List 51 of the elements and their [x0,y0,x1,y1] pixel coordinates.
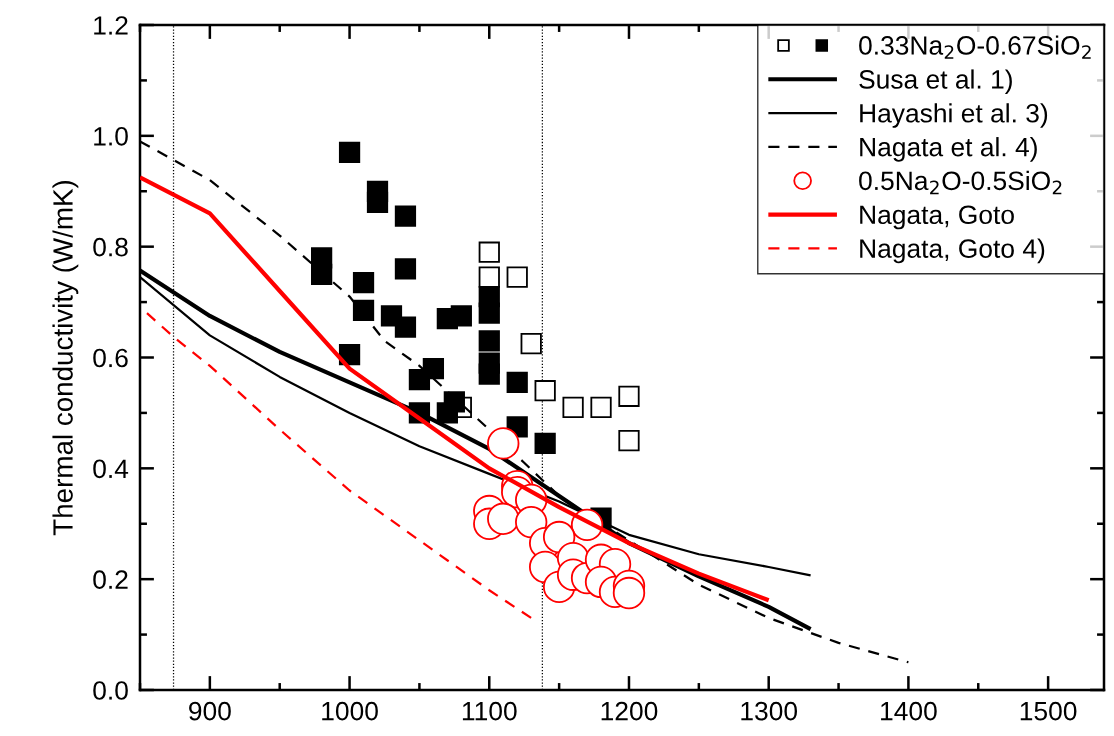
legend-label: Susa et al. 1) [859,69,1012,94]
legend-label: Nagata, Goto [860,205,1014,230]
x-tick-label: 1200 [601,701,658,721]
y-tick-label: 0.0 [93,681,128,700]
y-tick-label: 1.2 [94,16,128,35]
y-tick-label: 0.6 [93,348,128,368]
y-tick-label: 0.8 [93,237,128,257]
point [618,385,640,407]
point [394,258,417,280]
point [534,432,556,455]
x-tick-label: 900 [189,701,231,721]
point [520,333,542,355]
point [478,241,500,263]
line-series [145,312,533,620]
point [478,302,500,324]
point [310,263,333,286]
line-series [140,175,771,603]
point [618,429,640,452]
y-tick-label: 1.0 [94,126,128,146]
point [394,205,417,227]
x-tick-label: 1100 [462,701,517,721]
point [366,191,389,213]
point [408,369,431,391]
point [450,305,472,327]
x-tick-label: 1000 [322,701,378,721]
legend-label: Hayashi et al. 3) [860,103,1048,128]
y-axis-title: Thermal conductivity (W/mK) [52,180,79,536]
y-tick-label: 0.4 [93,459,129,479]
point [478,330,500,352]
point [534,380,556,402]
point [590,396,612,419]
point [338,141,361,164]
legend-label: 0.5Na$_{2}$O-0.5SiO$_{2}$ [859,170,1062,195]
point [562,396,584,419]
point [487,427,520,460]
x-tick-label: 1400 [881,701,937,721]
point [436,402,458,424]
y-tick-label: 0.2 [93,570,128,589]
point [506,371,528,394]
point [352,272,375,294]
legend-label: 0.33Na$_{2}$O-0.67SiO$_{2}$ [859,35,1091,59]
legend-label: Nagata et al. 4) [860,137,1037,162]
point [612,576,646,610]
legend-label: Nagata, Goto 4) [860,238,1045,264]
point [487,502,520,535]
x-tick-label: 1300 [741,701,798,721]
point [478,363,500,385]
point [394,316,417,338]
point [506,266,528,288]
point [352,299,375,322]
x-tick-label: 1500 [1020,701,1077,721]
